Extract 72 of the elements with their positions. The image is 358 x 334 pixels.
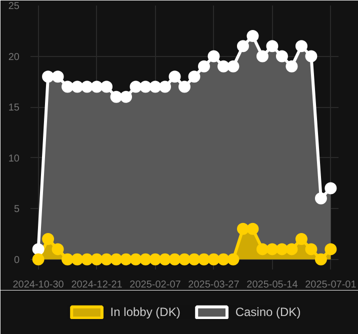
point [178, 253, 190, 266]
point [159, 80, 172, 93]
point [140, 253, 152, 266]
point [246, 222, 259, 235]
point [81, 253, 94, 266]
point [52, 243, 64, 256]
point [168, 70, 181, 83]
point [295, 40, 308, 52]
point [159, 253, 172, 266]
point [188, 253, 200, 266]
legend-label: In lobby (DK) [110, 305, 180, 319]
point [217, 253, 230, 266]
point [168, 253, 181, 266]
point [52, 70, 64, 83]
point [90, 253, 103, 266]
point [266, 243, 278, 256]
point [130, 253, 142, 266]
point [266, 40, 278, 52]
point [217, 60, 230, 72]
point [110, 253, 122, 266]
point [295, 233, 308, 246]
point [286, 60, 298, 72]
y-tick-label: 20 [8, 52, 20, 63]
point [32, 243, 44, 256]
point [227, 253, 240, 266]
x-tick-label: 2025-05-14 [246, 280, 298, 290]
point [140, 80, 152, 93]
point [286, 243, 298, 256]
point [71, 253, 84, 266]
point [227, 60, 240, 72]
point [256, 243, 268, 256]
point [198, 60, 210, 72]
point [305, 50, 318, 62]
point [62, 253, 74, 266]
y-tick-label: 10 [8, 153, 20, 164]
point [236, 40, 249, 52]
point [178, 80, 190, 93]
point [42, 70, 54, 83]
x-tick-label: 2024-12-21 [71, 280, 123, 290]
x-tick-label: 2025-02-07 [130, 280, 182, 290]
x-tick-label: 2024-10-30 [12, 280, 64, 290]
point [314, 192, 327, 204]
y-tick-label: 15 [8, 102, 20, 114]
y-tick-label: 0 [14, 254, 20, 266]
point [314, 253, 327, 266]
point [120, 90, 132, 103]
point [42, 233, 54, 246]
point [110, 90, 122, 103]
point [149, 253, 162, 266]
point [256, 50, 268, 62]
point [81, 80, 94, 93]
point [188, 70, 200, 83]
point [208, 253, 220, 266]
point [276, 50, 288, 62]
point [305, 243, 318, 256]
point [100, 80, 113, 93]
point [236, 222, 249, 235]
point [100, 253, 113, 266]
y-tick-label: 5 [14, 204, 20, 216]
point [208, 50, 220, 62]
point [32, 253, 44, 266]
y-tick-label: 25 [8, 1, 20, 12]
point [324, 182, 337, 194]
point [198, 253, 210, 266]
legend-label: Casino (DK) [235, 305, 301, 319]
point [324, 243, 337, 256]
point [62, 80, 74, 93]
point [120, 253, 132, 266]
point [246, 30, 259, 42]
x-tick-label: 2025-03-27 [188, 280, 240, 290]
x-tick-label: 2025-07-01 [305, 280, 357, 290]
point [276, 243, 288, 256]
